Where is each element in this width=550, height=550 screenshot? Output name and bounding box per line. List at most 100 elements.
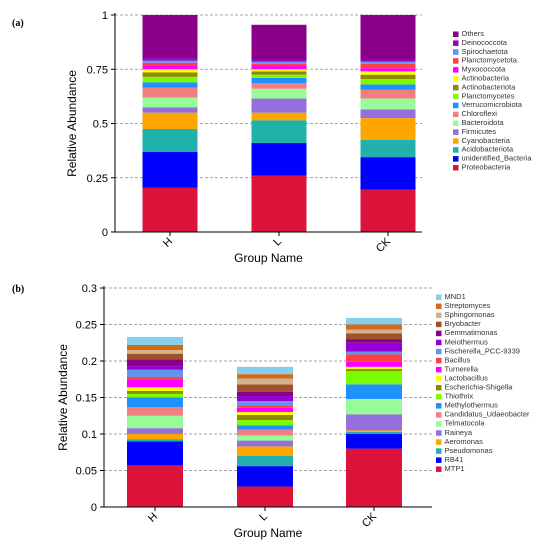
y-tick-label: 0.5: [93, 119, 108, 131]
panel-label: (b): [12, 284, 24, 295]
legend-label: Gemmatimonas: [445, 328, 498, 337]
bar-segment: [127, 350, 183, 354]
legend-swatch: [453, 147, 459, 153]
bar-segment: [360, 84, 416, 90]
bar-segment: [360, 63, 416, 69]
bar-segment: [237, 466, 293, 487]
bar-segment: [127, 379, 183, 388]
legend-label: Chloroflexi: [462, 109, 498, 118]
legend-swatch: [453, 111, 459, 118]
bar-segment: [127, 393, 183, 398]
legend-label: Pseudomonas: [445, 446, 493, 455]
y-tick-label: 0.1: [82, 429, 97, 441]
legend-label: MTP1: [445, 464, 465, 473]
bar-segment: [127, 397, 183, 407]
bar-segment: [237, 407, 293, 413]
legend-label: Telmatocola: [445, 419, 486, 428]
legend-swatch: [436, 394, 442, 400]
legend-label: unidentified_Bacteria: [462, 154, 533, 163]
bar-segment: [251, 63, 307, 66]
legend-label: Acidobacteriota: [462, 145, 515, 154]
legend-label: RB41: [445, 455, 464, 464]
bar-segment: [360, 59, 416, 62]
bar-segment: [127, 415, 183, 429]
bar-segment: [360, 15, 416, 60]
bar-segment: [251, 74, 307, 78]
legend-swatch: [436, 385, 442, 391]
bar-segment: [346, 431, 402, 434]
y-tick-label: 0.75: [87, 64, 108, 76]
legend-label: Spirochaetota: [462, 47, 509, 56]
bar-segment: [251, 65, 307, 70]
legend-swatch: [436, 430, 442, 436]
x-tick-label: L: [271, 236, 284, 249]
bar-segment: [346, 398, 402, 415]
bar-segment: [251, 59, 307, 62]
bar-segment: [251, 98, 307, 113]
bar-segment: [346, 342, 402, 352]
legend-swatch: [436, 348, 442, 355]
legend-swatch: [453, 129, 459, 135]
bar-segment: [142, 151, 198, 188]
bar-segment: [251, 143, 307, 176]
bar-segment: [360, 109, 416, 119]
legend-swatch: [436, 421, 442, 427]
y-tick-label: 0: [91, 502, 97, 514]
legend-swatch: [436, 366, 442, 373]
y-tick-label: 0.25: [76, 320, 97, 332]
y-tick-label: 0.15: [76, 393, 97, 405]
bar-segment: [142, 187, 198, 232]
legend-swatch: [436, 403, 442, 409]
legend-swatch: [453, 40, 459, 46]
bar-segment: [237, 366, 293, 375]
bar-segment: [360, 89, 416, 99]
bar-segment: [251, 120, 307, 144]
legend-label: Turnerella: [445, 364, 479, 373]
legend-swatch: [453, 120, 459, 126]
bar-segment: [360, 79, 416, 85]
bar-segment: [142, 112, 198, 129]
x-tick-label: CK: [374, 235, 394, 255]
legend-swatch: [453, 58, 459, 64]
x-tick-label: H: [161, 236, 175, 250]
x-axis-title: Group Name: [234, 251, 303, 265]
legend-label: Meiothermus: [445, 337, 489, 346]
bar-segment: [142, 15, 198, 59]
legend-label: Cyanobacteria: [462, 136, 511, 145]
bar-segment: [346, 369, 402, 372]
bar-segment: [237, 440, 293, 447]
y-axis-title: Relative Abundance: [56, 344, 70, 451]
legend-swatch: [453, 93, 459, 100]
y-tick-label: 0.2: [82, 356, 97, 368]
bar-segment: [142, 65, 198, 70]
bar-segment: [142, 128, 198, 152]
legend-label: Bacteroidota: [462, 118, 505, 127]
bar-segment: [360, 61, 416, 64]
bar-segment: [142, 82, 198, 88]
legend-swatch: [436, 466, 442, 472]
legend-swatch: [436, 357, 442, 364]
bar-segment: [251, 112, 307, 121]
bar-segment: [251, 69, 307, 72]
legend-label: Bryobacter: [445, 319, 482, 328]
bar-segment: [346, 366, 402, 370]
bar-segment: [127, 359, 183, 367]
bar-segment: [346, 361, 402, 367]
bar-segment: [142, 107, 198, 113]
bar-segment: [237, 425, 293, 430]
legend-label: Deinococcota: [462, 38, 508, 47]
legend-swatch: [436, 448, 442, 454]
bar-segment: [237, 374, 293, 379]
bar-segment: [127, 369, 183, 378]
bar-segment: [237, 412, 293, 416]
bar-segment: [360, 157, 416, 190]
legend-label: Bacillus: [445, 355, 471, 364]
legend-swatch: [453, 84, 459, 91]
bar-segment: [237, 455, 293, 467]
legend-swatch: [436, 321, 442, 328]
bar-segment: [346, 351, 402, 355]
bar-segment: [127, 377, 183, 380]
bar-segment: [346, 354, 402, 362]
x-tick-label: H: [146, 511, 160, 525]
